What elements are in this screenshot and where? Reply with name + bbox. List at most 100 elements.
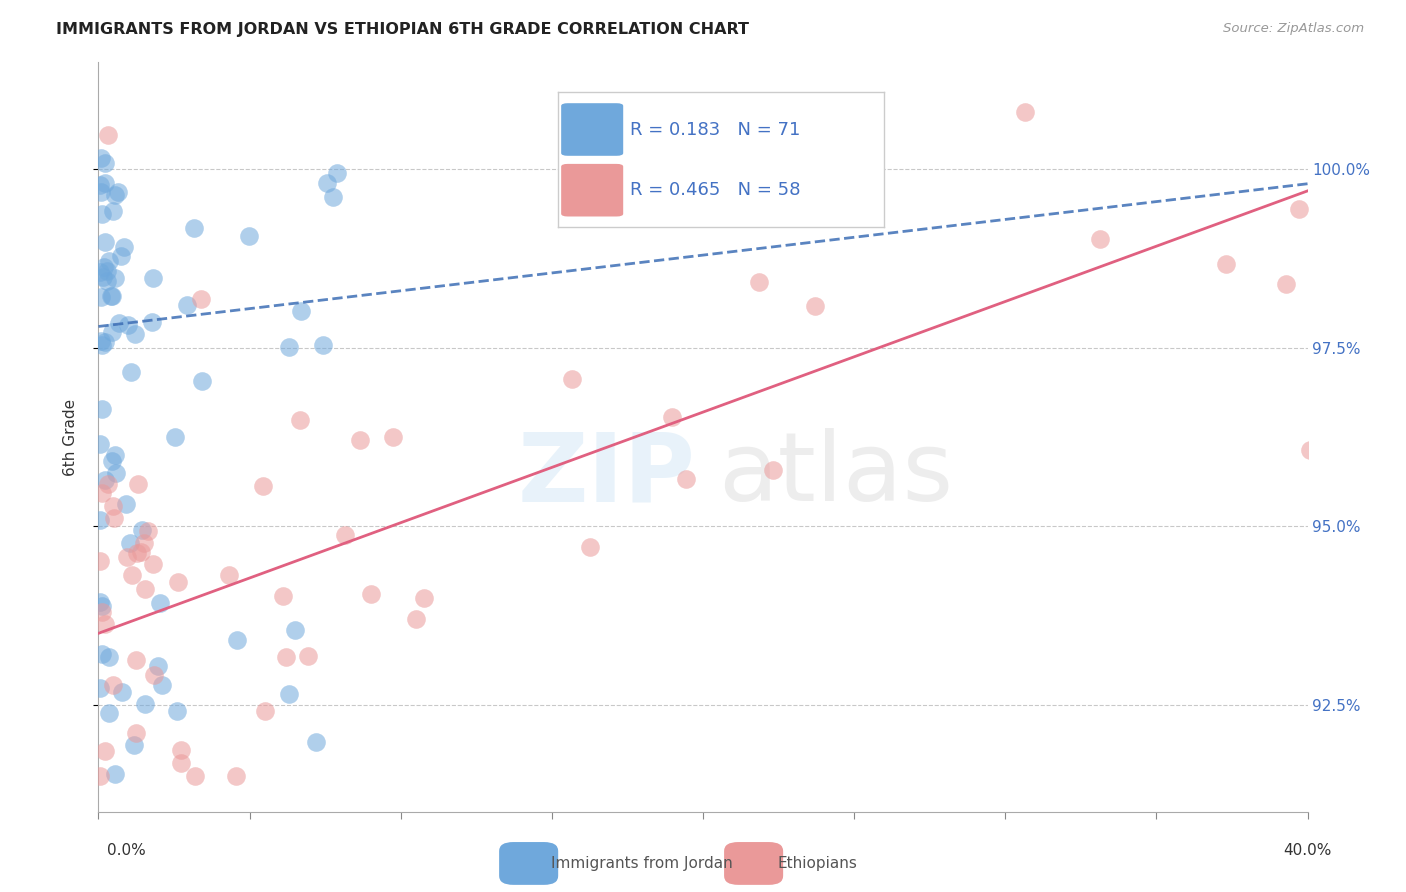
Point: [297, 648, 319, 663]
Point: [150, 678, 173, 692]
Point: [661, 410, 683, 425]
Point: [94, 744, 117, 758]
Point: [134, 698, 156, 712]
Point: [322, 189, 344, 203]
Point: [141, 315, 163, 329]
Point: [142, 557, 165, 571]
Point: [225, 633, 247, 648]
Point: [125, 726, 148, 740]
Point: [103, 510, 125, 524]
Point: [225, 769, 247, 783]
Point: [103, 678, 125, 692]
Point: [94, 156, 117, 170]
Point: [89, 681, 111, 696]
Point: [100, 454, 122, 468]
Point: [166, 704, 188, 718]
Point: [218, 568, 240, 582]
Point: [190, 292, 212, 306]
Point: [277, 340, 299, 354]
Point: [131, 524, 153, 538]
Point: [804, 299, 827, 313]
Point: [1299, 442, 1322, 457]
Point: [104, 188, 127, 202]
Point: [274, 649, 297, 664]
Point: [108, 316, 131, 330]
Point: [112, 240, 135, 254]
Point: [1274, 277, 1296, 291]
Point: [120, 365, 142, 379]
Point: [94, 616, 117, 631]
Point: [1215, 257, 1237, 271]
Point: [101, 499, 124, 513]
Point: [104, 466, 127, 480]
Point: [93, 235, 115, 249]
Point: [89, 264, 111, 278]
Point: [97, 476, 120, 491]
Point: [165, 429, 187, 443]
Point: [190, 374, 212, 388]
Point: [91, 402, 114, 417]
Point: [90, 334, 112, 348]
Text: 0.0%: 0.0%: [107, 843, 146, 858]
Point: [117, 549, 139, 564]
Point: [111, 685, 134, 699]
Point: [675, 473, 697, 487]
Point: [170, 756, 193, 771]
Point: [1324, 105, 1347, 120]
Point: [91, 207, 114, 221]
Point: [117, 318, 139, 332]
Point: [97, 706, 120, 720]
Point: [413, 591, 436, 605]
Point: [100, 289, 122, 303]
Point: [284, 624, 307, 638]
Point: [333, 528, 356, 542]
Text: ZIP: ZIP: [517, 428, 695, 521]
Point: [90, 290, 112, 304]
Point: [132, 536, 155, 550]
Point: [125, 653, 148, 667]
Point: [184, 769, 207, 783]
Point: [89, 436, 111, 450]
Point: [748, 275, 770, 289]
Text: Ethiopians: Ethiopians: [778, 856, 858, 871]
Point: [271, 589, 294, 603]
Point: [148, 596, 170, 610]
Point: [578, 541, 600, 555]
Point: [360, 587, 382, 601]
Point: [121, 568, 143, 582]
Text: atlas: atlas: [718, 428, 953, 521]
Point: [90, 647, 112, 661]
Point: [104, 767, 127, 781]
Point: [91, 337, 114, 351]
Point: [93, 260, 115, 275]
Point: [382, 430, 405, 444]
Point: [290, 412, 312, 426]
Point: [89, 554, 111, 568]
Point: [89, 178, 111, 192]
Point: [1014, 105, 1036, 120]
Point: [104, 448, 127, 462]
Point: [176, 298, 198, 312]
Point: [170, 743, 193, 757]
Point: [97, 128, 120, 142]
Point: [305, 735, 328, 749]
Point: [91, 270, 114, 285]
Point: [96, 274, 118, 288]
Point: [100, 325, 122, 339]
Point: [90, 185, 112, 199]
Point: [1288, 202, 1310, 216]
Point: [315, 176, 337, 190]
Point: [127, 476, 149, 491]
Point: [146, 659, 169, 673]
Text: Immigrants from Jordan: Immigrants from Jordan: [551, 856, 733, 871]
Point: [97, 253, 120, 268]
Text: Source: ZipAtlas.com: Source: ZipAtlas.com: [1223, 22, 1364, 36]
Point: [254, 704, 277, 718]
Point: [142, 271, 165, 285]
Point: [125, 546, 148, 560]
Point: [290, 303, 312, 318]
Point: [90, 151, 112, 165]
Point: [115, 497, 138, 511]
Point: [110, 249, 132, 263]
Point: [1312, 154, 1334, 169]
